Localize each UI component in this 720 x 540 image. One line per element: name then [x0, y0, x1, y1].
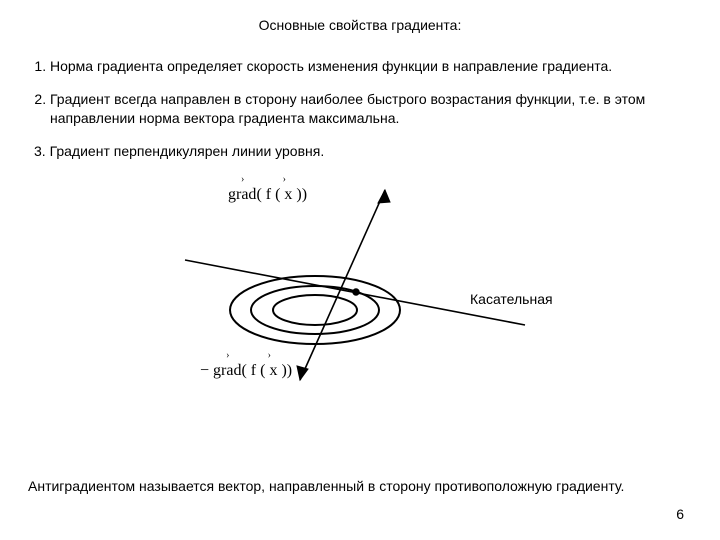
- grad-operator: grad: [228, 186, 256, 203]
- list-item-3: 3. Градиент перпендикулярен линии уровня…: [34, 142, 692, 161]
- antigrad-arg: f ( x ): [251, 362, 287, 379]
- antigrad-operator: grad: [213, 362, 241, 379]
- page-title: Основные свойства градиента:: [28, 16, 692, 35]
- tangent-label: Касательная: [470, 290, 553, 309]
- gradient-figure: › grad ( › f ( x ) ) − › grad ( › f ( x …: [130, 170, 590, 400]
- minus-sign: −: [200, 362, 209, 379]
- list-item-2: Градиент всегда направлен в сторону наиб…: [50, 90, 692, 128]
- grad-arg: f ( x ): [266, 186, 302, 203]
- slide-page: Основные свойства градиента: Норма гради…: [0, 0, 720, 540]
- properties-list: Норма градиента определяет скорость изме…: [28, 57, 692, 128]
- list-item-1: Норма градиента определяет скорость изме…: [50, 57, 692, 76]
- page-number: 6: [676, 505, 684, 524]
- footer-text: Антиградиентом называется вектор, направ…: [28, 477, 692, 496]
- grad-label: › grad ( › f ( x ) ): [228, 184, 307, 206]
- figure-svg: [130, 170, 590, 400]
- antigrad-label: − › grad ( › f ( x ) ): [200, 360, 292, 382]
